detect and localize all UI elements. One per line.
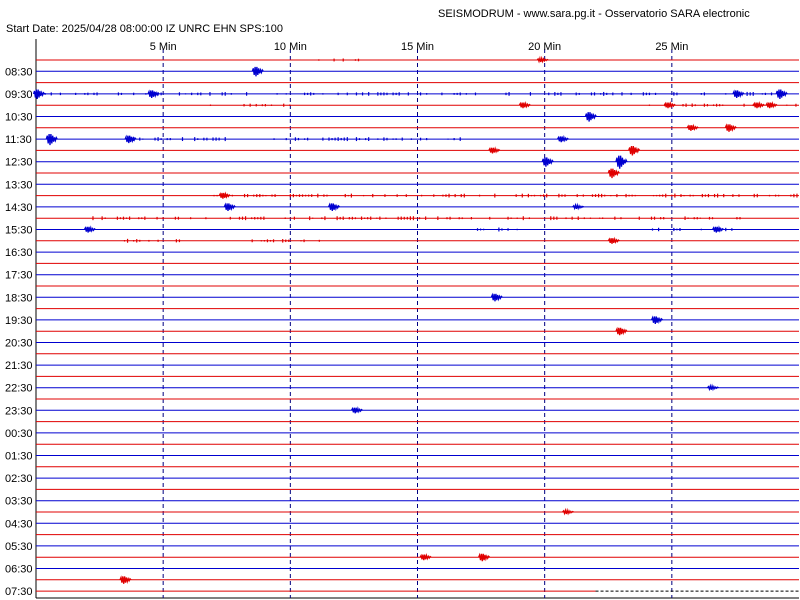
seismic-event xyxy=(572,202,585,211)
hour-label: 17:30 xyxy=(5,270,33,282)
seismic-event xyxy=(83,225,96,233)
hour-label: 18:30 xyxy=(5,292,33,304)
seismic-event xyxy=(707,383,719,392)
seismic-event xyxy=(490,292,503,302)
hour-label: 05:30 xyxy=(5,541,33,553)
x-tick-label: 20 Min xyxy=(528,41,561,53)
seismic-event xyxy=(536,55,549,64)
start-date-info: Start Date: 2025/04/28 08:00:00 IZ UNRC … xyxy=(6,23,283,35)
seismic-event xyxy=(478,552,491,562)
seismic-event xyxy=(628,146,641,156)
seismic-event xyxy=(562,507,574,516)
hour-label: 08:30 xyxy=(5,66,33,78)
hour-label: 02:30 xyxy=(5,473,33,485)
seismic-event xyxy=(765,100,778,109)
seismic-event xyxy=(119,575,132,584)
hour-label: 11:30 xyxy=(5,134,32,146)
hour-label: 12:30 xyxy=(5,157,33,169)
hour-label: 00:30 xyxy=(5,428,33,440)
hour-label: 09:30 xyxy=(5,89,33,101)
x-tick-label: 10 Min xyxy=(274,41,307,53)
seismic-event xyxy=(712,225,724,233)
hour-label: 04:30 xyxy=(5,518,33,530)
seismic-event xyxy=(45,133,58,146)
seismic-event xyxy=(607,168,620,179)
seismic-event xyxy=(724,123,737,132)
seismic-events xyxy=(32,55,788,584)
hour-label: 16:30 xyxy=(5,247,33,259)
hour-label: 21:30 xyxy=(5,360,33,372)
seismic-event xyxy=(32,89,46,99)
hour-label: 19:30 xyxy=(5,315,33,327)
x-tick-label: 15 Min xyxy=(401,41,434,53)
seismic-event xyxy=(663,100,676,109)
hour-label: 20:30 xyxy=(5,338,33,350)
seismic-event xyxy=(556,134,569,143)
chart-title: SEISMODRUM - www.sara.pg.it - Osservator… xyxy=(438,8,750,20)
hour-label: 13:30 xyxy=(5,179,33,191)
seismic-event xyxy=(752,100,765,109)
seismic-event xyxy=(607,236,620,245)
minute-gridlines xyxy=(35,39,799,599)
seismic-event xyxy=(732,89,745,99)
seismic-event xyxy=(419,552,432,561)
hour-label: 23:30 xyxy=(5,405,33,417)
seismic-event xyxy=(147,89,160,99)
hour-label: 22:30 xyxy=(5,383,33,395)
seismic-event xyxy=(327,202,341,212)
hour-label: 15:30 xyxy=(5,225,33,237)
seismic-event xyxy=(488,146,501,154)
hour-label: 14:30 xyxy=(5,202,33,214)
seismic-event xyxy=(251,66,264,77)
seismic-event xyxy=(686,123,699,132)
seismic-event xyxy=(650,315,664,325)
hour-label: 07:30 xyxy=(5,586,33,598)
seismic-event xyxy=(350,406,363,414)
trace-lines xyxy=(36,59,799,592)
seismic-event xyxy=(584,112,597,122)
trace-noise xyxy=(35,58,798,243)
hour-label: 01:30 xyxy=(5,451,33,463)
hour-label: 06:30 xyxy=(5,564,33,576)
seismic-event xyxy=(518,100,531,109)
seismic-event xyxy=(218,191,231,199)
seismic-event xyxy=(124,134,137,144)
hour-labels: 08:30 09:30 10:30 11:30 12:30 13:30 14:30 15:30… xyxy=(5,66,33,598)
seismic-event xyxy=(223,202,236,212)
x-tick-label: 5 Min xyxy=(150,41,177,53)
seismic-event xyxy=(541,157,554,167)
seismic-event xyxy=(775,89,788,99)
x-tick-label: 25 Min xyxy=(655,41,688,53)
hour-label: 03:30 xyxy=(5,496,33,508)
hour-label: 10:30 xyxy=(5,112,33,124)
x-axis-ticks: 5 Min 10 Min 15 Min 20 Min 25 Min xyxy=(150,41,689,53)
seismic-event xyxy=(615,326,628,336)
seismic-event xyxy=(615,155,628,169)
